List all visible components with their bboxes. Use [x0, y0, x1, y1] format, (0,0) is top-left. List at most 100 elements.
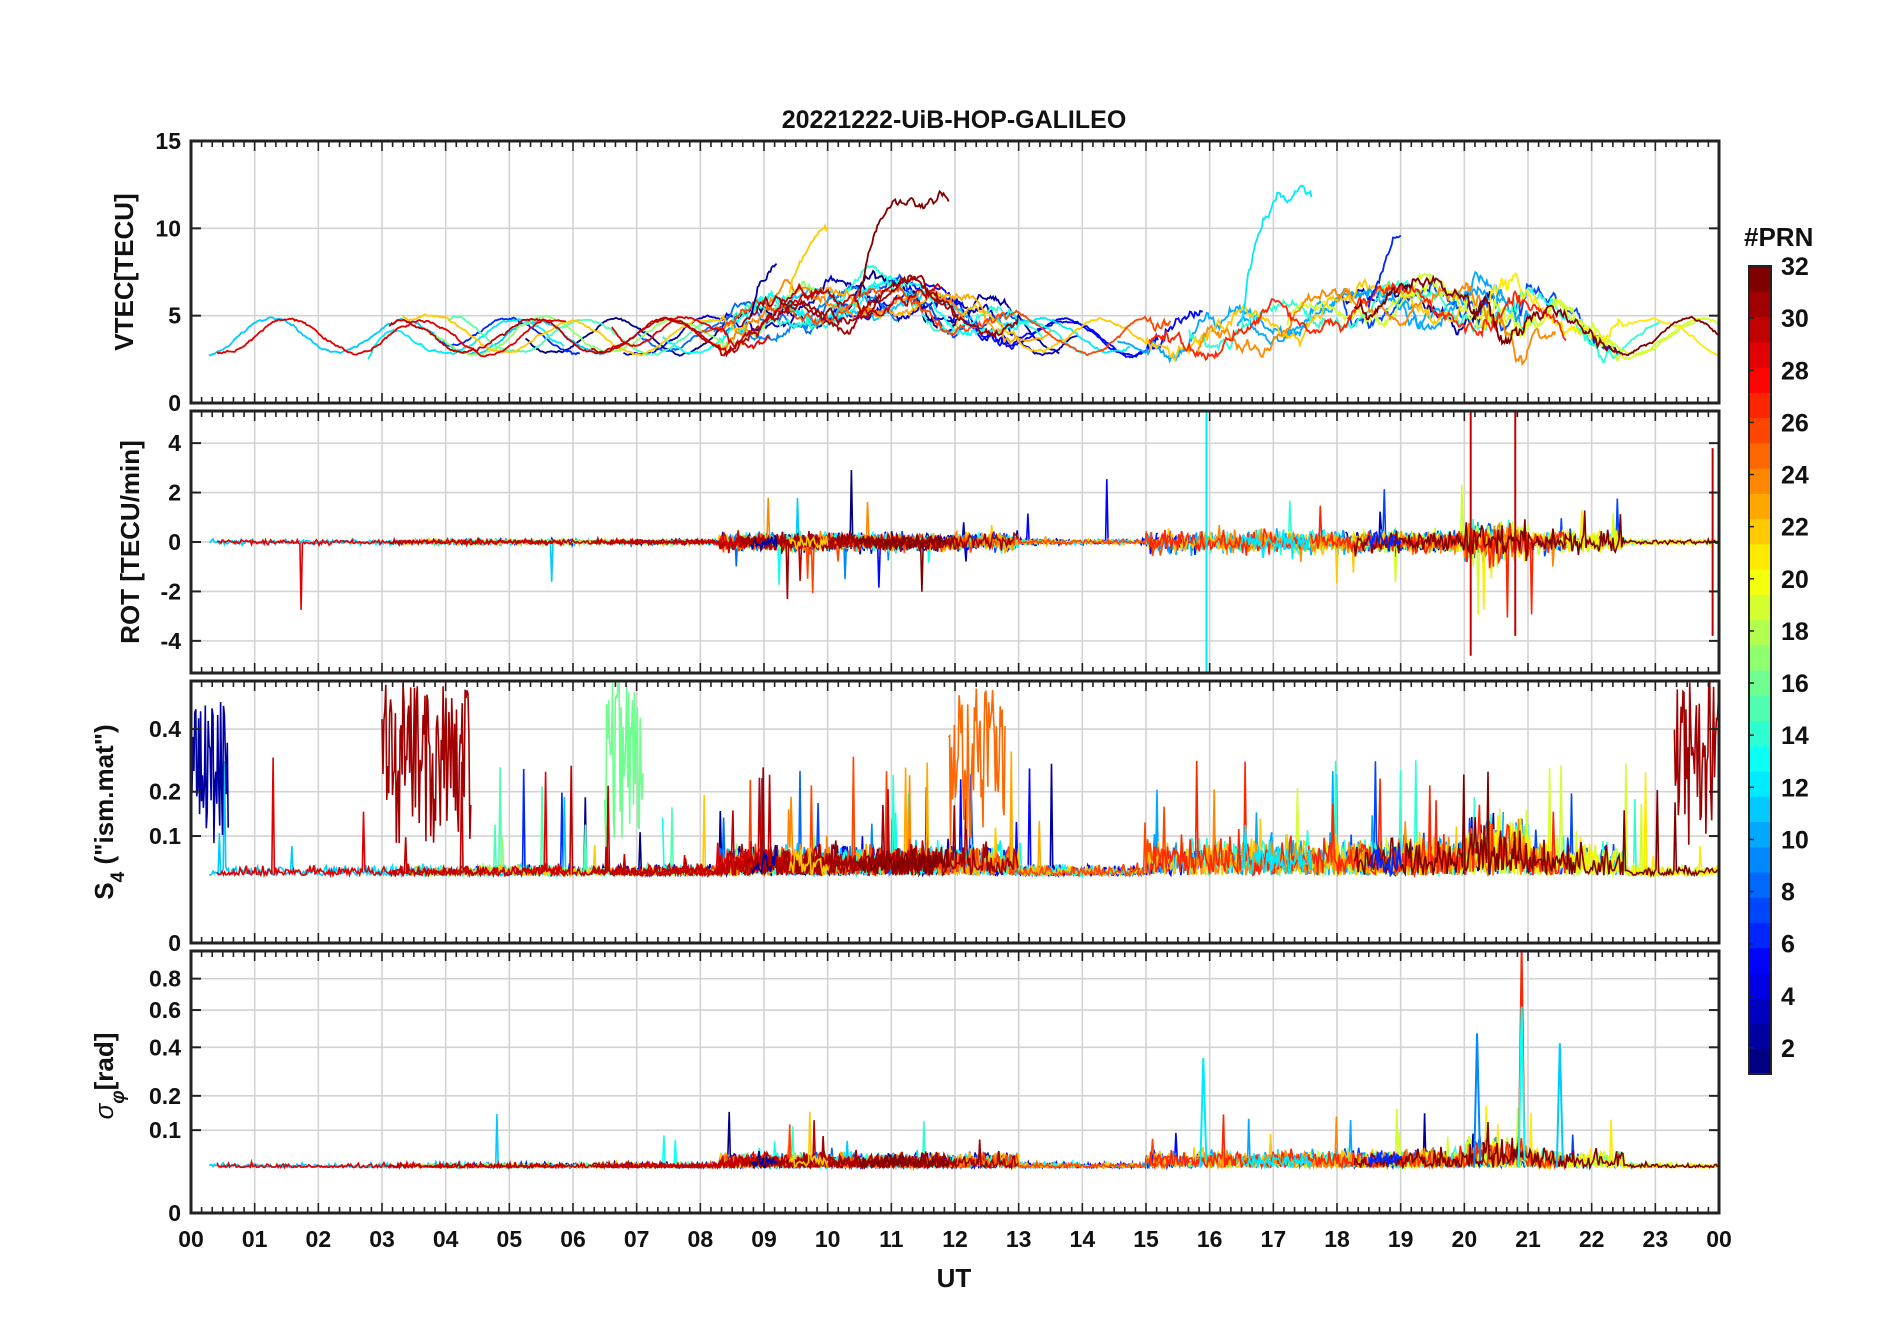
sigma-series-prn-12 — [1240, 1152, 1313, 1170]
colorbar-segment — [1749, 644, 1771, 671]
colorbar-tick-label: 20 — [1781, 566, 1809, 594]
y-tick-label: 0.2 — [149, 1083, 181, 1109]
y-tick-label: 0 — [168, 1200, 181, 1226]
vtec-series-prn-19 — [1286, 274, 1719, 360]
x-tick-label: 22 — [1579, 1226, 1605, 1252]
panel-rot: -4 -2 0 2 4 ROT [TECU/min] — [115, 409, 1721, 675]
vtec-series-prn-32 — [858, 189, 950, 296]
colorbar-title: #PRN — [1744, 222, 1813, 252]
x-tick-label: 04 — [433, 1226, 459, 1252]
x-tick-label: 07 — [624, 1226, 650, 1252]
colorbar-segment — [1749, 771, 1771, 797]
colorbar-segment — [1749, 670, 1771, 696]
x-tick-label: 17 — [1261, 1226, 1287, 1252]
x-tick-label: 02 — [306, 1226, 332, 1252]
y-tick-label: 0.8 — [149, 966, 181, 992]
sigma-series-prn-2 — [750, 1150, 777, 1169]
y-tick-label: 10 — [155, 215, 181, 241]
colorbar-segment — [1749, 872, 1771, 898]
s4-burst-prn-25 — [947, 688, 1006, 846]
s4-series-prn-2 — [750, 844, 778, 875]
rot-series-prn-27 — [1148, 505, 1567, 618]
y-tick-label: 0 — [168, 930, 181, 956]
s4-series-prn-24 — [1195, 789, 1557, 877]
colorbar-segment — [1749, 897, 1771, 924]
vtec-series-prn-5 — [832, 281, 1159, 359]
colorbar-tick-label: 14 — [1781, 722, 1809, 750]
colorbar-segment — [1749, 821, 1771, 848]
colorbar-segment — [1749, 846, 1771, 873]
colorbar-segment — [1749, 493, 1771, 520]
panel-vtec-ylabel: VTEC[TECU] — [109, 193, 139, 350]
y-tick-label: 5 — [168, 303, 181, 329]
x-tick-label: 21 — [1515, 1226, 1541, 1252]
vtec-series-prn-29 — [611, 315, 771, 350]
s4-series-prn-31 — [740, 767, 958, 877]
x-tick-label: 20 — [1452, 1226, 1478, 1252]
colorbar-tick-label: 22 — [1781, 514, 1809, 542]
colorbar-frame — [1748, 265, 1772, 1075]
y-tick-label: 0.1 — [149, 1117, 181, 1143]
x-tick-label: 10 — [815, 1226, 841, 1252]
x-tick-label: 16 — [1197, 1226, 1223, 1252]
panel-sig-series — [208, 951, 1719, 1171]
vtec-series-prn-22 — [788, 223, 829, 294]
rot-series-prn-2 — [750, 535, 778, 551]
panel-vtec-yticks: 0 5 10 15 — [155, 128, 1719, 416]
colorbar-segment — [1749, 442, 1771, 469]
panel-vtec-grid — [191, 141, 1719, 403]
colorbar-segment — [1749, 720, 1771, 747]
colorbar-segment — [1749, 392, 1771, 419]
colorbar-segment — [1749, 796, 1771, 823]
vtec-series-prn-23 — [816, 286, 1052, 346]
colorbar-segment — [1749, 341, 1771, 368]
rot-series-prn-32 — [858, 533, 949, 592]
vtec-series-prn-14 — [728, 264, 1044, 340]
x-tick-label: 00 — [178, 1226, 204, 1252]
s4-burst-prn-31 — [1673, 681, 1719, 845]
x-tick-label: 05 — [497, 1226, 523, 1252]
x-tick-label: 08 — [688, 1226, 714, 1252]
colorbar-segment — [1749, 998, 1771, 1025]
sigma-spike-prn-13 — [1517, 1006, 1526, 1168]
panel-s4-ylabel: S4 ("ism.mat") — [89, 724, 129, 899]
colorbar-tick-label: 12 — [1781, 774, 1809, 802]
colorbar-segment — [1749, 594, 1771, 621]
colorbar-tick-label: 10 — [1781, 826, 1809, 854]
vtec-series-prn-29 — [216, 317, 567, 358]
y-tick-label: -4 — [161, 628, 182, 654]
colorbar-segment — [1749, 922, 1771, 949]
vtec-series-prn-15 — [447, 314, 713, 356]
x-tick-label: 23 — [1643, 1226, 1669, 1252]
y-tick-label: 15 — [155, 128, 181, 154]
vtec-series-prn-30 — [590, 282, 942, 354]
rot-series-prn-12 — [1240, 529, 1312, 560]
colorbar-tick-label: 2 — [1781, 1035, 1795, 1063]
vtec-series-prn-8 — [637, 289, 846, 353]
s4-series-prn-6 — [1368, 846, 1402, 878]
x-tick-label: 06 — [560, 1226, 586, 1252]
colorbar-tick-label: 18 — [1781, 618, 1809, 646]
panel-sig-grid — [191, 951, 1719, 1213]
colorbar-segment — [1749, 973, 1771, 999]
panel-sig-ylabel: σφ[rad] — [89, 1033, 129, 1120]
vtec-series-prn-2 — [750, 263, 778, 317]
vtec-series-prn-1 — [525, 269, 958, 357]
sigma-spike-prn-9 — [1473, 1033, 1482, 1168]
colorbar-segment — [1749, 619, 1771, 646]
s4-series-prn-22 — [788, 847, 829, 876]
x-tick-label: 13 — [1006, 1226, 1032, 1252]
vtec-series-prn-21 — [1477, 271, 1719, 356]
colorbar-segment — [1749, 417, 1771, 444]
rot-series-prn-6 — [1368, 531, 1402, 552]
s4-series-prn-32 — [1353, 771, 1719, 879]
vtec-series-prn-19 — [1383, 272, 1707, 362]
x-tick-label: 18 — [1324, 1226, 1350, 1252]
y-tick-label: 4 — [168, 430, 181, 456]
sigma-spike-prn-12 — [1199, 1057, 1208, 1168]
panel-rot-yticks: -4 -2 0 2 4 — [161, 411, 1719, 673]
sigma-series-prn-6 — [1368, 1151, 1402, 1168]
colorbar-gradient — [1749, 266, 1771, 1075]
vtec-series-prn-32 — [1353, 274, 1719, 357]
